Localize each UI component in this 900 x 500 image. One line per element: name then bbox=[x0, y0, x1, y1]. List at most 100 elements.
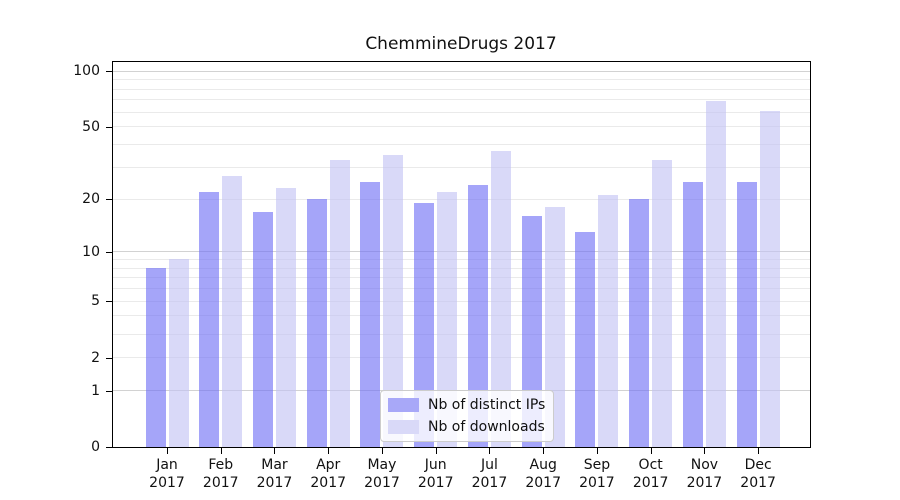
x-tick-sep bbox=[596, 448, 598, 454]
bar-downloads-feb bbox=[222, 175, 243, 447]
bar-distinct-ips-dec bbox=[736, 181, 757, 447]
gridline-minor-4 bbox=[113, 315, 810, 317]
gridline-minor-70 bbox=[113, 99, 810, 101]
x-tick-label-jun: Jun 2017 bbox=[404, 456, 468, 492]
gridline-minor-6 bbox=[113, 288, 810, 290]
y-tick-0 bbox=[106, 447, 112, 448]
bar-downloads-dec bbox=[759, 110, 780, 447]
y-tick-label-10: 10 bbox=[82, 243, 100, 260]
x-tick-year-aug: 2017 bbox=[525, 475, 561, 491]
bar-downloads-jul bbox=[490, 150, 511, 447]
x-tick-label-jan: Jan 2017 bbox=[135, 456, 199, 492]
y-tick-label-0: 0 bbox=[91, 439, 100, 455]
legend: Nb of distinct IPs Nb of downloads bbox=[380, 390, 555, 442]
x-tick-year-jun: 2017 bbox=[417, 475, 454, 491]
x-tick-year-feb: 2017 bbox=[202, 475, 239, 491]
bar-distinct-ips-jan bbox=[145, 268, 166, 447]
bar-distinct-ips-nov bbox=[682, 181, 703, 447]
bar-downloads-sep bbox=[598, 195, 619, 447]
chart-title: ChemmineDrugs 2017 bbox=[365, 34, 557, 54]
gridline-minor-5 bbox=[113, 300, 810, 302]
x-tick-year-dec: 2017 bbox=[740, 475, 776, 491]
x-tick-year-jul: 2017 bbox=[471, 475, 508, 491]
y-tick-100 bbox=[106, 71, 112, 73]
bar-distinct-ips-feb bbox=[199, 191, 220, 447]
x-tick-label-may: May 2017 bbox=[350, 456, 414, 492]
bar-distinct-ips-apr bbox=[306, 199, 327, 447]
bar-distinct-ips-jun bbox=[414, 203, 435, 447]
x-tick-label-nov: Nov 2017 bbox=[672, 456, 736, 492]
x-tick-year-oct: 2017 bbox=[632, 475, 669, 491]
x-tick-oct bbox=[650, 448, 652, 454]
gridline-minor-3 bbox=[113, 333, 810, 335]
y-tick-label-100: 100 bbox=[73, 63, 100, 80]
x-tick-label-apr: Apr 2017 bbox=[296, 456, 360, 492]
bar-downloads-aug bbox=[544, 207, 565, 447]
gridline-major-100 bbox=[113, 70, 810, 72]
x-tick-label-feb: Feb 2017 bbox=[189, 456, 253, 492]
bar-downloads-apr bbox=[329, 159, 350, 447]
bar-distinct-ips-aug bbox=[521, 216, 542, 447]
bar-downloads-nov bbox=[705, 101, 726, 447]
gridline-minor-80 bbox=[113, 88, 810, 90]
x-tick-label-sep: Sep 2017 bbox=[565, 456, 629, 492]
legend-row-distinct-ips: Nb of distinct IPs bbox=[388, 395, 545, 415]
x-tick-label-dec: Dec 2017 bbox=[726, 456, 790, 492]
bar-distinct-ips-mar bbox=[252, 211, 273, 447]
bar-distinct-ips-jul bbox=[467, 184, 488, 447]
x-tick-mar bbox=[274, 448, 276, 454]
x-tick-dec bbox=[758, 448, 760, 454]
bar-downloads-may bbox=[383, 155, 404, 447]
bar-downloads-oct bbox=[652, 159, 673, 447]
legend-row-downloads: Nb of downloads bbox=[388, 417, 545, 437]
gridline-minor-8 bbox=[113, 267, 810, 269]
x-tick-year-apr: 2017 bbox=[310, 475, 347, 491]
gridline-minor-40 bbox=[113, 144, 810, 146]
y-tick-label-5: 5 bbox=[91, 293, 100, 310]
x-tick-label-jul: Jul 2017 bbox=[457, 456, 521, 492]
bar-distinct-ips-may bbox=[360, 181, 381, 447]
gridline-major-10 bbox=[113, 251, 810, 253]
gridline-minor-30 bbox=[113, 166, 810, 168]
y-tick-50 bbox=[106, 126, 112, 128]
bar-downloads-mar bbox=[275, 188, 296, 447]
y-tick-5 bbox=[106, 301, 112, 303]
bar-downloads-jan bbox=[168, 259, 189, 447]
x-tick-year-jan: 2017 bbox=[149, 475, 185, 491]
bar-downloads-jun bbox=[437, 191, 458, 447]
x-tick-label-oct: Oct 2017 bbox=[619, 456, 683, 492]
x-tick-jan bbox=[167, 448, 168, 454]
y-tick-label-50: 50 bbox=[82, 118, 100, 135]
x-tick-nov bbox=[704, 448, 706, 454]
bars-layer bbox=[113, 62, 810, 447]
y-tick-1 bbox=[106, 390, 112, 392]
y-tick-label-20: 20 bbox=[82, 191, 100, 208]
x-tick-year-sep: 2017 bbox=[579, 475, 615, 491]
y-tick-10 bbox=[106, 251, 112, 253]
x-tick-year-mar: 2017 bbox=[256, 475, 293, 491]
gridline-minor-20 bbox=[113, 198, 810, 200]
gridline-minor-60 bbox=[113, 111, 810, 113]
x-tick-year-nov: 2017 bbox=[686, 475, 723, 491]
y-tick-label-1: 1 bbox=[91, 382, 100, 399]
x-tick-year-may: 2017 bbox=[364, 475, 400, 491]
gridline-minor-9 bbox=[113, 258, 810, 260]
gridline-minor-50 bbox=[113, 126, 810, 128]
x-tick-may bbox=[381, 448, 383, 454]
x-tick-jul bbox=[489, 448, 491, 454]
bar-distinct-ips-sep bbox=[575, 232, 596, 447]
plot-area bbox=[112, 61, 811, 448]
y-tick-2 bbox=[106, 357, 112, 359]
legend-label-downloads: Nb of downloads bbox=[428, 419, 545, 435]
gridline-minor-2 bbox=[113, 357, 810, 359]
x-tick-label-mar: Mar 2017 bbox=[242, 456, 306, 492]
x-tick-jun bbox=[435, 448, 437, 454]
x-tick-label-aug: Aug 2017 bbox=[511, 456, 575, 492]
gridline-minor-90 bbox=[113, 79, 810, 81]
y-tick-20 bbox=[106, 199, 112, 201]
legend-swatch-distinct-ips bbox=[388, 398, 419, 412]
y-tick-label-2: 2 bbox=[91, 349, 100, 366]
x-tick-aug bbox=[543, 448, 545, 454]
x-tick-feb bbox=[220, 448, 222, 454]
